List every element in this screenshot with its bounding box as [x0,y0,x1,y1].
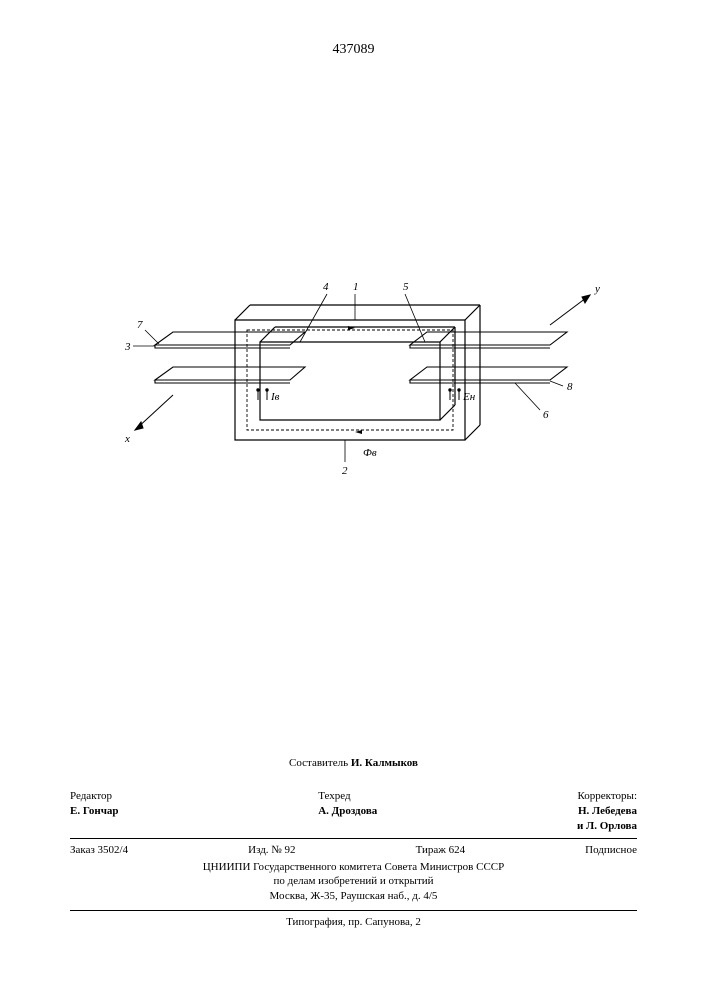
fig-label-5: 5 [403,281,409,293]
corrector-names: Н. Лебедева и Л. Орлова [577,805,637,832]
techred-name: А. Дроздова [318,805,377,817]
imprint-footer: Составитель И. Калмыков Редактор Е. Гонч… [70,756,637,930]
edition-number: Изд. № 92 [248,843,295,858]
subscription: Подписное [585,843,637,858]
fig-label-4: 4 [323,281,329,293]
fig-label-emf-left: Iв [270,391,280,403]
footer-rule-1 [70,838,637,839]
org-line-2: по делам изобретений и открытий [70,874,637,889]
footer-rule-2 [70,910,637,911]
fig-label-7: 7 [137,319,143,331]
techred-label: Техред [318,790,350,802]
editor-label: Редактор [70,790,112,802]
org-line-1: ЦНИИПИ Государственного комитета Совета … [70,860,637,875]
composer-name: И. Калмыков [351,757,418,769]
fig-label-8: 8 [567,381,573,393]
patent-number: 437089 [0,42,707,58]
order-number: Заказ 3502/4 [70,843,128,858]
fig-label-flux: Фв [363,447,377,459]
fig-label-2: 2 [342,465,348,477]
fig-label-y: y [594,283,600,295]
editor-name: Е. Гончар [70,805,119,817]
corrector-label: Корректоры [578,790,634,802]
circulation: Тираж 624 [416,843,466,858]
fig-label-6: 6 [543,409,549,421]
fig-label-3: 3 [124,341,131,353]
typography-line: Типография, пр. Сапунова, 2 [70,915,637,930]
technical-figure: 1 4 5 7 3 8 6 2 Фв Iв Eн x y [95,250,615,510]
composer-label: Составитель [289,757,348,769]
org-line-3: Москва, Ж-35, Раушская наб., д. 4/5 [70,889,637,904]
fig-label-emf-right: Eн [462,391,476,403]
fig-label-x: x [124,433,130,445]
fig-label-1: 1 [353,281,359,293]
